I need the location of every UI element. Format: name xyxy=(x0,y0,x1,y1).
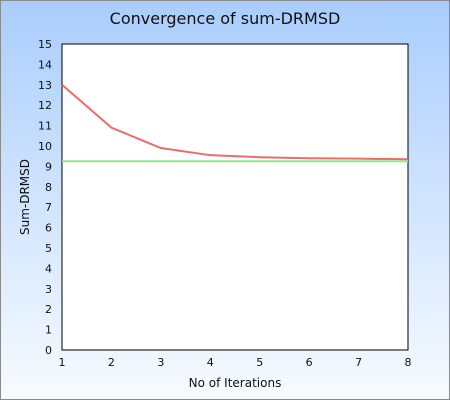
y-tick-label: 13 xyxy=(38,79,52,92)
chart-title: Convergence of sum-DRMSD xyxy=(109,9,341,28)
y-tick-label: 12 xyxy=(38,99,52,112)
y-tick-label: 6 xyxy=(45,222,52,235)
plot-area xyxy=(61,43,409,351)
y-tick-label: 10 xyxy=(38,140,52,153)
series-layer xyxy=(61,84,409,163)
x-axis-title: No of Iterations xyxy=(189,376,282,390)
y-tick-label: 3 xyxy=(45,283,52,296)
y-tick-label: 5 xyxy=(45,242,52,255)
x-tick-label: 7 xyxy=(355,356,362,369)
x-tick-label: 8 xyxy=(405,356,412,369)
series-line-1 xyxy=(61,84,409,161)
y-tick-label: 8 xyxy=(45,181,52,194)
x-tick-label: 2 xyxy=(108,356,115,369)
y-tick-label: 11 xyxy=(38,120,52,133)
x-tick-label: 1 xyxy=(59,356,66,369)
x-tick-label: 3 xyxy=(157,356,164,369)
y-tick-label: 14 xyxy=(38,58,52,71)
y-tick-label: 0 xyxy=(45,344,52,357)
y-tick-label: 2 xyxy=(45,303,52,316)
y-tick-label: 7 xyxy=(45,201,52,214)
x-tick-labels: 1 2 3 4 5 6 7 8 xyxy=(59,356,412,369)
x-tick-label: 6 xyxy=(306,356,313,369)
y-tick-label: 15 xyxy=(38,38,52,51)
y-tick-label: 1 xyxy=(45,324,52,337)
y-axis-title: Sum-DRMSD xyxy=(18,159,32,235)
y-tick-label: 9 xyxy=(45,160,52,173)
x-tick-label: 5 xyxy=(256,356,263,369)
x-tick-label: 4 xyxy=(207,356,214,369)
y-tick-label: 4 xyxy=(45,262,52,275)
